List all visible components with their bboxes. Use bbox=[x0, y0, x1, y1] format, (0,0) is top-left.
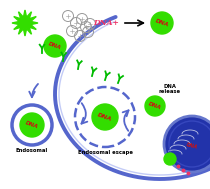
Circle shape bbox=[151, 12, 173, 34]
Circle shape bbox=[44, 35, 66, 57]
Text: DNA: DNA bbox=[48, 41, 62, 51]
Circle shape bbox=[12, 105, 52, 145]
Text: DNA: DNA bbox=[25, 120, 39, 130]
Text: DNA: DNA bbox=[148, 101, 162, 111]
Text: DNA: DNA bbox=[154, 18, 169, 28]
Text: DNA+: DNA+ bbox=[93, 19, 119, 27]
Text: Endosomal escape: Endosomal escape bbox=[77, 150, 133, 155]
Text: DNA
release: DNA release bbox=[159, 84, 181, 94]
Text: Endosomal: Endosomal bbox=[16, 148, 48, 153]
Circle shape bbox=[20, 113, 44, 137]
Text: DNA: DNA bbox=[97, 112, 113, 122]
Circle shape bbox=[145, 96, 165, 116]
Text: DNA: DNA bbox=[186, 142, 198, 150]
Circle shape bbox=[164, 153, 176, 165]
Circle shape bbox=[164, 116, 210, 172]
Polygon shape bbox=[12, 10, 38, 36]
Circle shape bbox=[92, 104, 118, 130]
